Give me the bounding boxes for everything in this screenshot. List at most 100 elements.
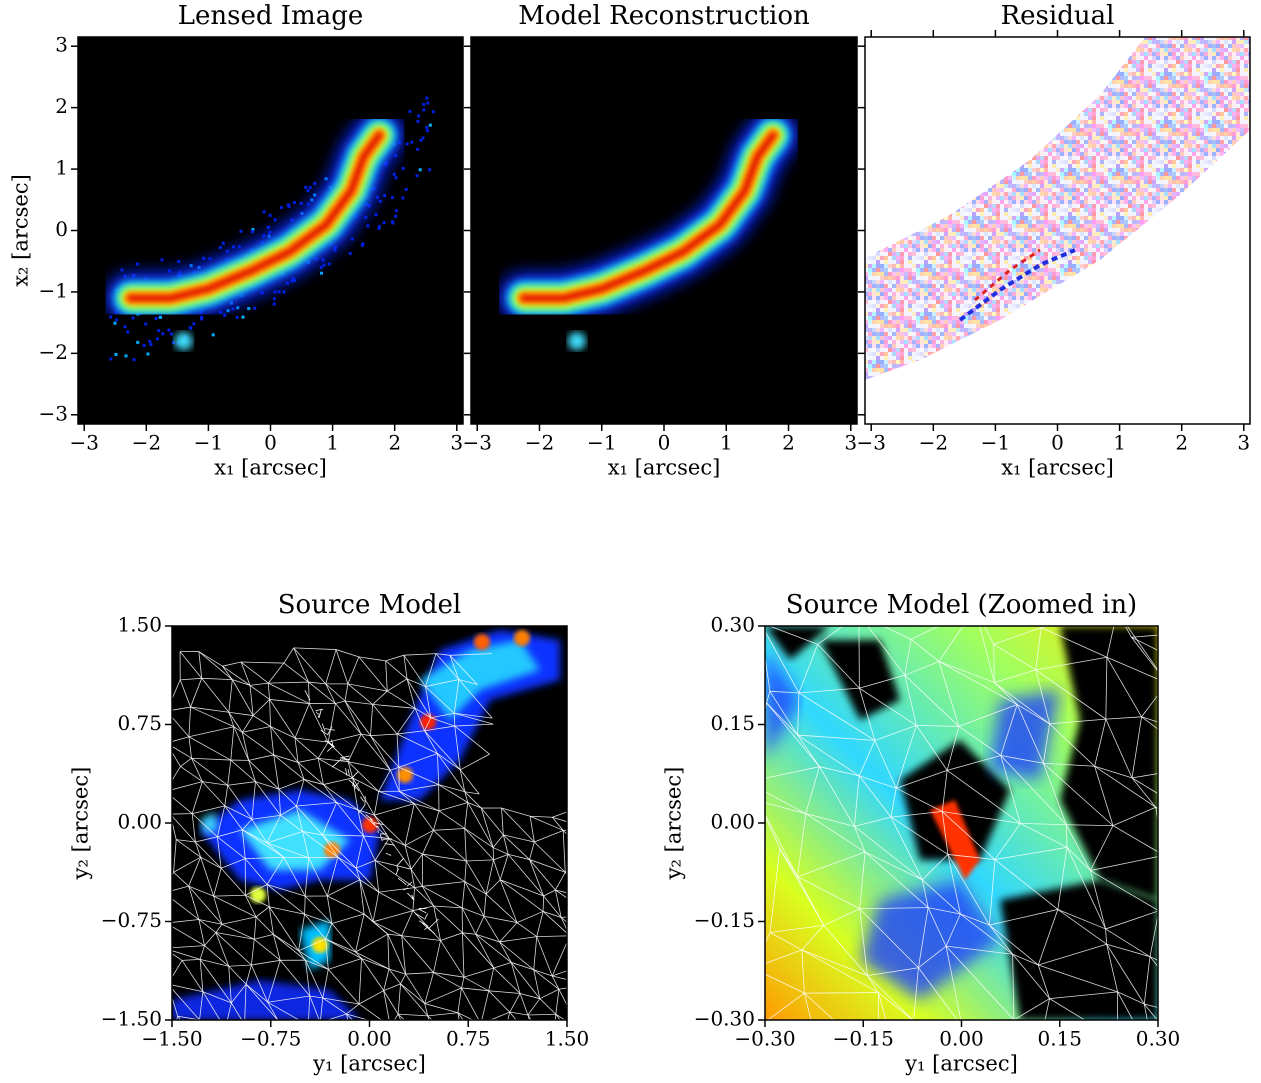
noise bbox=[219, 246, 222, 249]
noise bbox=[146, 352, 149, 355]
y-tick-label: −0.15 bbox=[694, 908, 755, 932]
mesh-line bbox=[1203, 765, 1206, 821]
y-tick-label: 0.00 bbox=[117, 810, 162, 834]
mesh-line bbox=[1159, 896, 1185, 911]
mesh-line bbox=[468, 1070, 483, 1079]
noise bbox=[402, 167, 405, 170]
noise bbox=[253, 307, 256, 310]
background bbox=[471, 37, 857, 424]
noise bbox=[273, 297, 276, 300]
y-tick-label: 0.15 bbox=[710, 711, 755, 735]
mesh-line bbox=[759, 1054, 825, 1076]
noise bbox=[416, 174, 419, 177]
y-tick-label: −0.30 bbox=[694, 1007, 755, 1031]
noise bbox=[192, 322, 195, 325]
noise bbox=[349, 252, 352, 255]
mesh-line bbox=[585, 897, 591, 914]
mesh-line bbox=[1185, 896, 1200, 980]
noise bbox=[376, 196, 379, 199]
noise bbox=[422, 103, 425, 106]
panel-title: Model Reconstruction bbox=[518, 1, 810, 31]
mesh-line bbox=[164, 923, 166, 948]
noise bbox=[167, 329, 170, 332]
y-axis-label: y₂ [arcsec] bbox=[69, 767, 93, 881]
noise bbox=[425, 97, 428, 100]
y-tick-label: 1.50 bbox=[117, 613, 162, 637]
noise bbox=[405, 188, 408, 191]
hotspot bbox=[514, 630, 530, 646]
x-tick-label: 3 bbox=[844, 431, 857, 455]
noise bbox=[419, 168, 422, 171]
mesh-line bbox=[439, 1053, 468, 1070]
x-tick-label: 1 bbox=[1113, 431, 1126, 455]
noise bbox=[428, 168, 431, 171]
noise bbox=[394, 176, 397, 179]
noise bbox=[240, 230, 243, 233]
noise bbox=[282, 290, 285, 293]
noise bbox=[157, 329, 160, 332]
x-tick-label: −2 bbox=[525, 431, 554, 455]
noise bbox=[274, 218, 277, 221]
x-tick-label: 2 bbox=[782, 431, 795, 455]
mesh-line bbox=[222, 1038, 232, 1076]
mesh-line bbox=[309, 857, 338, 858]
image-panel bbox=[747, 608, 1216, 1076]
noise bbox=[278, 290, 281, 293]
noise bbox=[416, 120, 419, 123]
mesh-line bbox=[305, 896, 306, 914]
y-tick-label: 3 bbox=[55, 33, 68, 57]
noise bbox=[309, 186, 312, 189]
x-tick-label: −0.75 bbox=[240, 1027, 301, 1051]
noise bbox=[161, 332, 164, 335]
noise bbox=[170, 332, 173, 335]
mesh-line bbox=[206, 1054, 222, 1076]
noise bbox=[328, 263, 331, 266]
mesh-line bbox=[543, 896, 544, 911]
x-tick-label: 3 bbox=[450, 431, 463, 455]
y-tick-label: −1.50 bbox=[101, 1007, 162, 1031]
noise bbox=[325, 177, 328, 180]
mesh-line bbox=[501, 1048, 546, 1071]
noise bbox=[238, 245, 241, 248]
mesh-line bbox=[1156, 807, 1203, 821]
x-tick-label: 1 bbox=[720, 431, 733, 455]
x-axis-label: x₁ [arcsec] bbox=[1001, 456, 1114, 480]
noise bbox=[422, 136, 425, 139]
x-tick-label: −2 bbox=[919, 431, 948, 455]
noise bbox=[236, 316, 239, 319]
noise bbox=[288, 205, 291, 208]
mesh-line bbox=[308, 1023, 320, 1026]
noise bbox=[366, 224, 369, 227]
noise bbox=[379, 200, 382, 203]
noise bbox=[121, 268, 124, 271]
noise bbox=[190, 264, 193, 267]
background bbox=[78, 37, 463, 424]
x-tick-label: 1 bbox=[326, 431, 339, 455]
mesh-line bbox=[570, 936, 597, 947]
mesh-line bbox=[580, 984, 588, 1029]
y-tick-label: −3 bbox=[39, 401, 68, 425]
noise bbox=[426, 102, 429, 105]
x-tick-label: −3 bbox=[462, 431, 491, 455]
image-panel bbox=[164, 626, 598, 1079]
noise bbox=[401, 196, 404, 199]
mesh-line bbox=[570, 936, 598, 960]
noise bbox=[222, 242, 225, 245]
x-axis-label: x₁ [arcsec] bbox=[608, 456, 721, 480]
x-tick-label: −0.15 bbox=[833, 1027, 894, 1051]
mesh-line bbox=[988, 1020, 1014, 1055]
mesh-line bbox=[278, 1020, 308, 1025]
mesh-line bbox=[165, 791, 170, 814]
noise bbox=[143, 344, 146, 347]
noise bbox=[391, 220, 394, 223]
x-tick-label: 0 bbox=[1051, 431, 1064, 455]
noise bbox=[383, 194, 386, 197]
noise bbox=[391, 196, 394, 199]
y-tick-label: −0.75 bbox=[101, 908, 162, 932]
noise bbox=[125, 354, 128, 357]
noise bbox=[320, 272, 323, 275]
noise bbox=[429, 124, 432, 127]
noise bbox=[226, 250, 229, 253]
mesh-line bbox=[200, 1020, 226, 1029]
